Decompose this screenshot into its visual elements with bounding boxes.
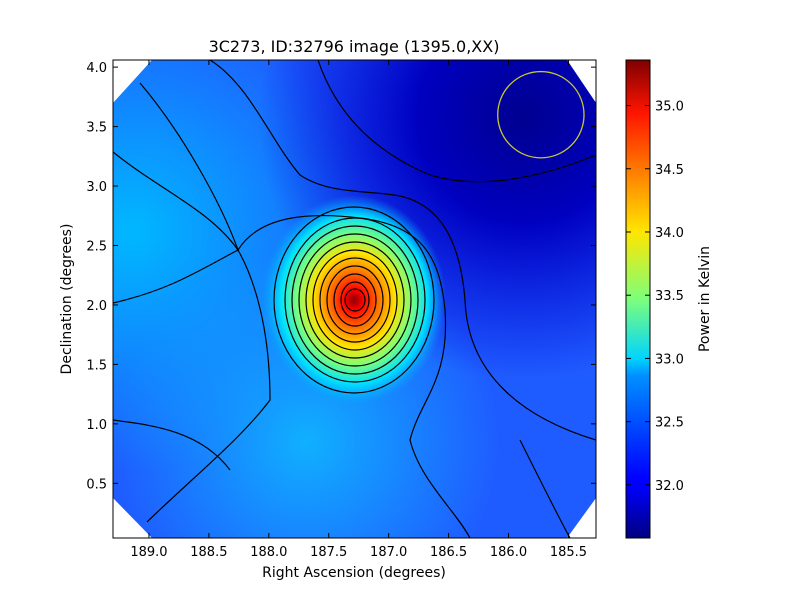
beam-circle bbox=[497, 70, 585, 159]
colorbar-tick-label: 33.0 bbox=[655, 352, 684, 367]
x-axis-label: Right Ascension (degrees) bbox=[262, 565, 446, 581]
x-tick-label: 188.5 bbox=[190, 545, 227, 560]
y-tick-label: 0.5 bbox=[86, 477, 107, 492]
x-tick-label: 187.5 bbox=[310, 545, 347, 560]
colorbar-tick-label: 34.5 bbox=[655, 163, 684, 178]
y-axis-label: Declination (degrees) bbox=[59, 224, 75, 375]
heatmap-image bbox=[113, 60, 596, 538]
colorbar-tick-label: 35.0 bbox=[655, 100, 684, 115]
colorbar-tick-label: 32.0 bbox=[655, 479, 684, 494]
x-tick-label: 186.0 bbox=[490, 545, 527, 560]
colorbar-label: Power in Kelvin bbox=[697, 246, 713, 352]
x-tick-label: 187.0 bbox=[370, 545, 407, 560]
x-tick-label: 185.5 bbox=[550, 545, 587, 560]
x-ticks: 189.0 188.5 188.0 187.5 187.0 186.5 186.0 185.5 bbox=[130, 60, 587, 560]
y-tick-label: 2.0 bbox=[86, 299, 107, 314]
y-tick-label: 1.5 bbox=[86, 358, 107, 373]
y-tick-label: 4.0 bbox=[86, 61, 107, 76]
chart-title: 3C273, ID:32796 image (1395.0,XX) bbox=[209, 37, 500, 56]
y-tick-label: 1.0 bbox=[86, 418, 107, 433]
y-ticks: 0.5 1.0 1.5 2.0 2.5 3.0 3.5 4.0 bbox=[86, 61, 596, 492]
x-tick-label: 188.0 bbox=[250, 545, 287, 560]
source-contours bbox=[273, 206, 435, 394]
x-tick-label: 189.0 bbox=[130, 545, 167, 560]
colorbar-tick-label: 32.5 bbox=[655, 416, 684, 431]
y-tick-label: 2.5 bbox=[86, 239, 107, 254]
y-tick-label: 3.0 bbox=[86, 180, 107, 195]
colorbar-tick-label: 34.0 bbox=[655, 226, 684, 241]
colorbar bbox=[625, 59, 651, 539]
axes-frame bbox=[112, 59, 597, 539]
x-tick-label: 186.5 bbox=[430, 545, 467, 560]
y-tick-label: 3.5 bbox=[86, 121, 107, 136]
colorbar-tick-label: 33.5 bbox=[655, 289, 684, 304]
colorbar-ticks: 32.0 32.5 33.0 33.5 34.0 34.5 35.0 bbox=[626, 100, 684, 494]
contour-lines bbox=[113, 60, 596, 538]
